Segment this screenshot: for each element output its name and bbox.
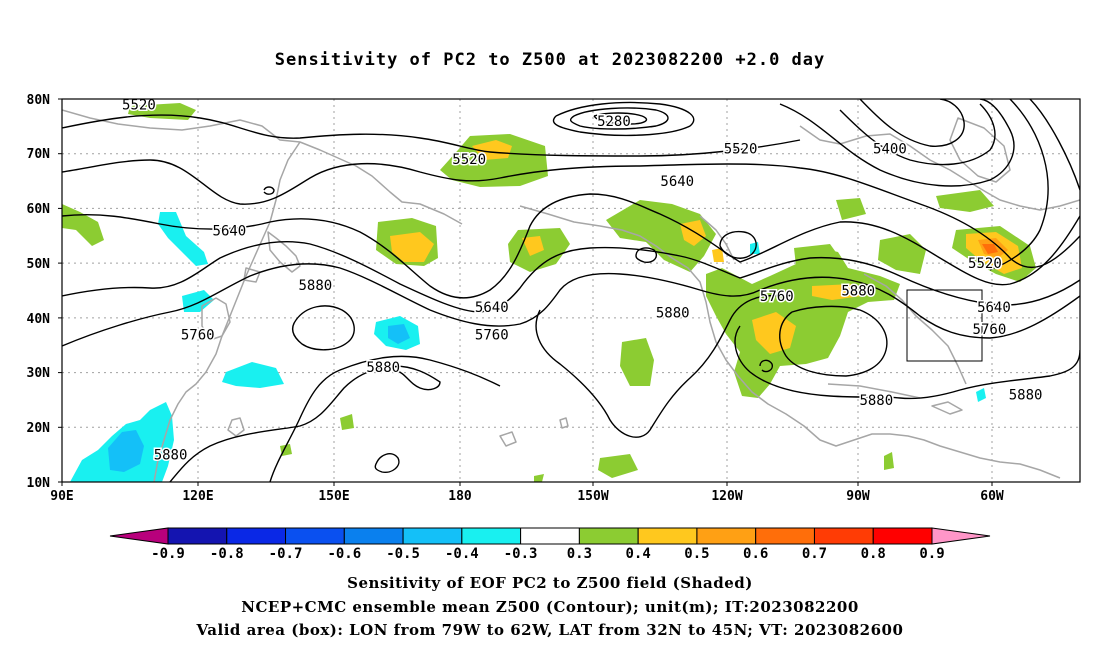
lon-label: 120E [182, 489, 213, 504]
contour-label: 5520 [452, 152, 486, 168]
colorbar-segment [696, 527, 757, 545]
lat-label: 10N [27, 476, 51, 491]
lat-label: 20N [27, 421, 51, 436]
contour-label: 5880 [366, 360, 400, 376]
contour-label: 5520 [724, 141, 758, 157]
colorbar-min-triangle [109, 527, 169, 545]
lon-label: 60W [980, 489, 1004, 504]
contour-label: 5640 [977, 300, 1011, 316]
coastlines [62, 109, 1080, 482]
colorbar-tick-label: -0.7 [269, 546, 303, 562]
colorbar-tick-label: 0.3 [567, 546, 592, 562]
footer-line-2: NCEP+CMC ensemble mean Z500 (Contour); u… [241, 598, 859, 616]
sensitivity-map: 5520 5280 5520 5520 5400 5640 5640 5880 5640 5760… [27, 93, 1081, 562]
colorbar-tick-label: 0.9 [919, 546, 944, 562]
colorbar-segment [813, 527, 874, 545]
colorbar-tick-label: 0.7 [802, 546, 827, 562]
contour-label: 5880 [298, 278, 332, 294]
contour-label: 5640 [660, 174, 694, 190]
axis-ticks [58, 98, 993, 486]
contour-label: 5880 [859, 393, 893, 409]
contour-label: 5880 [1009, 387, 1043, 403]
lon-label: 90E [50, 489, 73, 504]
colorbar-segment [402, 527, 463, 545]
figure-title: Sensitivity of PC2 to Z500 at 2023082200… [274, 50, 826, 70]
colorbar-tick-label: 0.4 [626, 546, 651, 562]
contour-label: 5400 [873, 141, 907, 157]
contour-label: 5880 [841, 284, 875, 300]
contour-label: 5520 [968, 256, 1002, 272]
lat-label: 60N [27, 202, 51, 217]
colorbar-segment [872, 527, 933, 545]
contour-label: 5520 [122, 98, 156, 114]
contour-label: 5760 [760, 289, 794, 305]
lon-label: 90W [846, 489, 870, 504]
colorbar-tick-label: -0.4 [445, 546, 479, 562]
colorbar-tick-label: -0.6 [327, 546, 361, 562]
lon-label: 180 [448, 489, 472, 504]
colorbar-tick-label: 0.6 [743, 546, 768, 562]
colorbar-segment [461, 527, 522, 545]
colorbar-segment [226, 527, 287, 545]
colorbar-tick-label: -0.9 [151, 546, 185, 562]
contour-label: 5280 [597, 114, 631, 130]
lon-label: 150E [318, 489, 349, 504]
colorbar-segment [578, 527, 639, 545]
colorbar-segment [285, 527, 345, 545]
lon-label: 120W [711, 489, 742, 504]
lat-axis-labels: 80N 70N 60N 50N 40N 30N 20N 10N [27, 93, 51, 491]
colorbar-tick-label: -0.5 [386, 546, 420, 562]
lat-label: 80N [27, 93, 51, 108]
plot-frame [61, 98, 1081, 483]
contour-label: 5880 [154, 448, 188, 464]
lat-label: 50N [27, 257, 51, 272]
lon-axis-labels: 90E 120E 150E 180 150W 120W 90W 60W [50, 489, 1004, 504]
contour-label: 5640 [475, 300, 509, 316]
footer-line-1: Sensitivity of EOF PC2 to Z500 field (Sh… [347, 574, 753, 592]
colorbar-tick-label: 0.5 [684, 546, 709, 562]
colorbar: -0.9 -0.8 -0.7 -0.6 -0.5 -0.4 -0.3 0.3 0.4 0.5 0.6… [109, 527, 991, 562]
contour-label: 5760 [181, 327, 215, 343]
contour-labels: 5520 5280 5520 5520 5400 5640 5640 5880 5640 5760… [121, 98, 1044, 465]
contour-label: 5880 [656, 305, 690, 321]
contour-label: 5760 [475, 327, 509, 343]
valid-area-box [906, 289, 983, 362]
colorbar-segment [755, 527, 815, 545]
colorbar-tick-label: -0.3 [504, 546, 538, 562]
lat-label: 70N [27, 147, 51, 162]
lat-label: 30N [27, 366, 51, 381]
colorbar-segment [343, 527, 404, 545]
colorbar-segment [167, 527, 228, 545]
colorbar-segment [520, 527, 580, 545]
footer-line-3: Valid area (box): LON from 79W to 62W, L… [196, 621, 904, 639]
colorbar-segment [637, 527, 698, 545]
contour-label: 5640 [213, 223, 247, 239]
z500-contours [62, 99, 1080, 482]
contour-label: 5760 [973, 322, 1007, 338]
lat-label: 40N [27, 312, 51, 327]
colorbar-tick-label: 0.8 [861, 546, 886, 562]
lon-label: 150W [577, 489, 608, 504]
colorbar-max-triangle [931, 527, 991, 545]
colorbar-tick-label: -0.8 [210, 546, 244, 562]
